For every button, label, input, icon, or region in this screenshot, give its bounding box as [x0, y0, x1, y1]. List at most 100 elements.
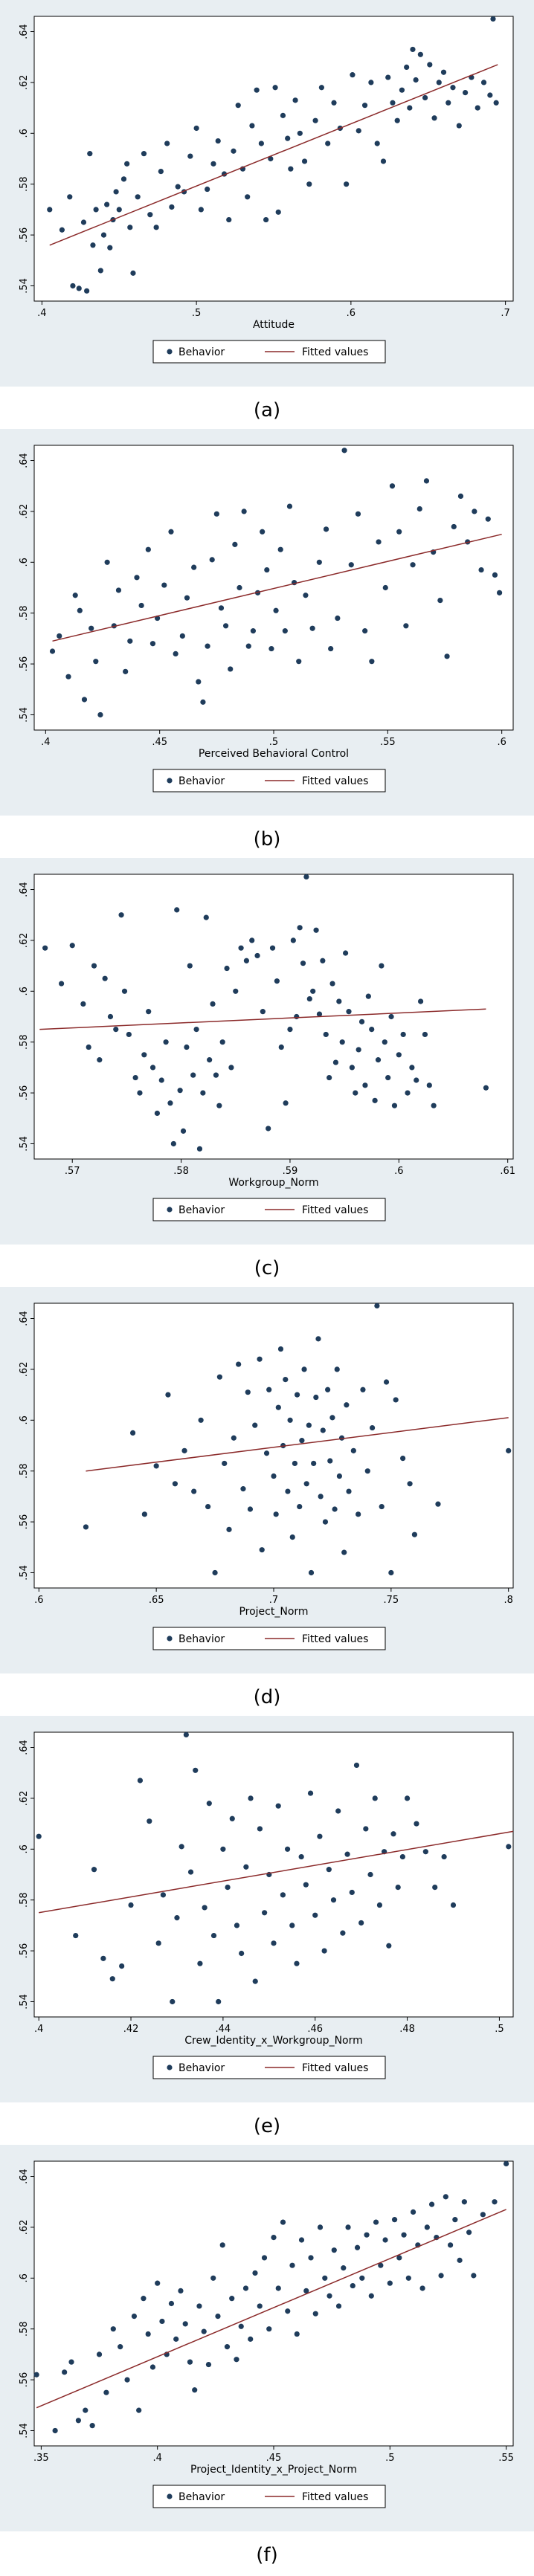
y-tick-label: .54 [19, 1565, 30, 1581]
behavior-point [266, 1126, 271, 1132]
behavior-point [373, 2219, 379, 2225]
behavior-point [52, 2427, 58, 2434]
behavior-point [147, 1818, 152, 1824]
behavior-point [178, 2288, 184, 2294]
y-tick-label: .6 [19, 2273, 30, 2282]
behavior-point [135, 194, 141, 200]
behavior-point [198, 1417, 204, 1423]
x-tick-label: .5 [495, 2024, 504, 2035]
behavior-point [209, 557, 215, 563]
behavior-point [372, 1795, 378, 1801]
behavior-point [264, 566, 270, 573]
plot-area [33, 16, 514, 302]
behavior-point [288, 166, 294, 172]
behavior-point [102, 975, 108, 981]
behavior-point [181, 1447, 187, 1453]
x-tick-label: .57 [65, 1166, 80, 1177]
behavior-point [330, 1897, 337, 1903]
behavior-point [303, 1882, 309, 1888]
plot-area [33, 1302, 514, 1589]
behavior-point [113, 1026, 119, 1033]
behavior-point [273, 607, 279, 613]
behavior-point [353, 1090, 358, 1096]
behavior-point [374, 1302, 380, 1309]
behavior-point [237, 584, 242, 591]
behavior-point [168, 529, 174, 535]
y-tick-label: .62 [19, 2220, 30, 2236]
behavior-point [141, 151, 147, 157]
behavior-point [196, 2303, 202, 2309]
y-tick-label: .62 [19, 504, 30, 520]
behavior-point [257, 1826, 263, 1832]
behavior-point [72, 593, 78, 598]
behavior-point [349, 1065, 355, 1071]
behavior-point [280, 2219, 286, 2225]
y-tick-label: .62 [19, 1362, 30, 1378]
chart-legend: Behavior Fitted values [152, 340, 386, 364]
behavior-point [368, 2293, 374, 2299]
behavior-point [238, 2323, 244, 2329]
fitted-values-line [36, 2209, 506, 2409]
behavior-point [404, 1795, 411, 1801]
behavior-point [403, 623, 409, 629]
behavior-point [364, 1468, 370, 1474]
x-tick-label: .45 [152, 737, 167, 748]
behavior-point [269, 945, 276, 951]
behavior-point [391, 2217, 398, 2223]
behavior-point [318, 1494, 324, 1500]
plot-area [33, 1731, 514, 2018]
behavior-point [365, 993, 371, 999]
behavior-point [240, 1486, 246, 1492]
behavior-point [297, 130, 303, 136]
x-tick-label: .44 [216, 2024, 231, 2035]
behavior-point [220, 1846, 226, 1852]
behavior-point [257, 1356, 263, 1362]
behavior-point [284, 1846, 291, 1852]
x-tick-label: .58 [173, 1166, 189, 1177]
behavior-point [444, 653, 450, 659]
behavior-point [58, 981, 65, 987]
behavior-point [300, 961, 306, 966]
behavior-point [158, 1077, 164, 1083]
behavior-point [315, 1336, 321, 1342]
behavior-point [75, 2418, 81, 2424]
behavior-point [435, 1501, 441, 1507]
y-tick-label: .64 [19, 2169, 30, 2184]
behavior-point [277, 546, 283, 552]
behavior-point [394, 117, 400, 123]
x-tick-label: .55 [498, 2453, 514, 2464]
behavior-point [308, 2255, 314, 2261]
y-tick-label: .54 [19, 707, 30, 723]
y-tick-label: .54 [19, 2423, 30, 2438]
x-tick-label: .7 [269, 1595, 278, 1606]
behavior-point [492, 2199, 498, 2205]
behavior-point [87, 151, 93, 157]
behavior-point [405, 2275, 411, 2281]
scatter-chart-1: .54 .56 .58 .6 .62 .64 .4 .45 .5 .55 .6 Perceived B… [0, 429, 534, 850]
behavior-point [447, 2242, 454, 2248]
behavior-point [344, 1402, 350, 1408]
behavior-point [303, 2288, 309, 2294]
legend-behavior-label: Behavior [178, 346, 225, 358]
behavior-point [290, 937, 296, 943]
behavior-point [153, 225, 159, 230]
x-tick-label: .59 [283, 1166, 298, 1177]
x-tick-label: .4 [152, 2453, 161, 2464]
y-tick-label: .56 [19, 656, 30, 672]
behavior-point [145, 2331, 151, 2337]
behavior-point [121, 988, 128, 994]
x-axis-label: Project_Identity_x_Project_Norm [190, 2464, 357, 2476]
behavior-point [331, 100, 337, 106]
behavior-point [480, 2212, 486, 2218]
behavior-point [83, 2407, 89, 2413]
behavior-point [198, 207, 204, 213]
x-tick-label: .42 [123, 2024, 139, 2035]
behavior-point [322, 1519, 329, 1525]
behavior-point [175, 184, 181, 190]
behavior-point [285, 135, 291, 141]
x-tick-label: .6 [34, 1595, 43, 1606]
behavior-point [232, 541, 238, 547]
chart-legend: Behavior Fitted values [152, 2056, 386, 2079]
behavior-point [450, 85, 456, 91]
behavior-point [259, 1547, 265, 1553]
